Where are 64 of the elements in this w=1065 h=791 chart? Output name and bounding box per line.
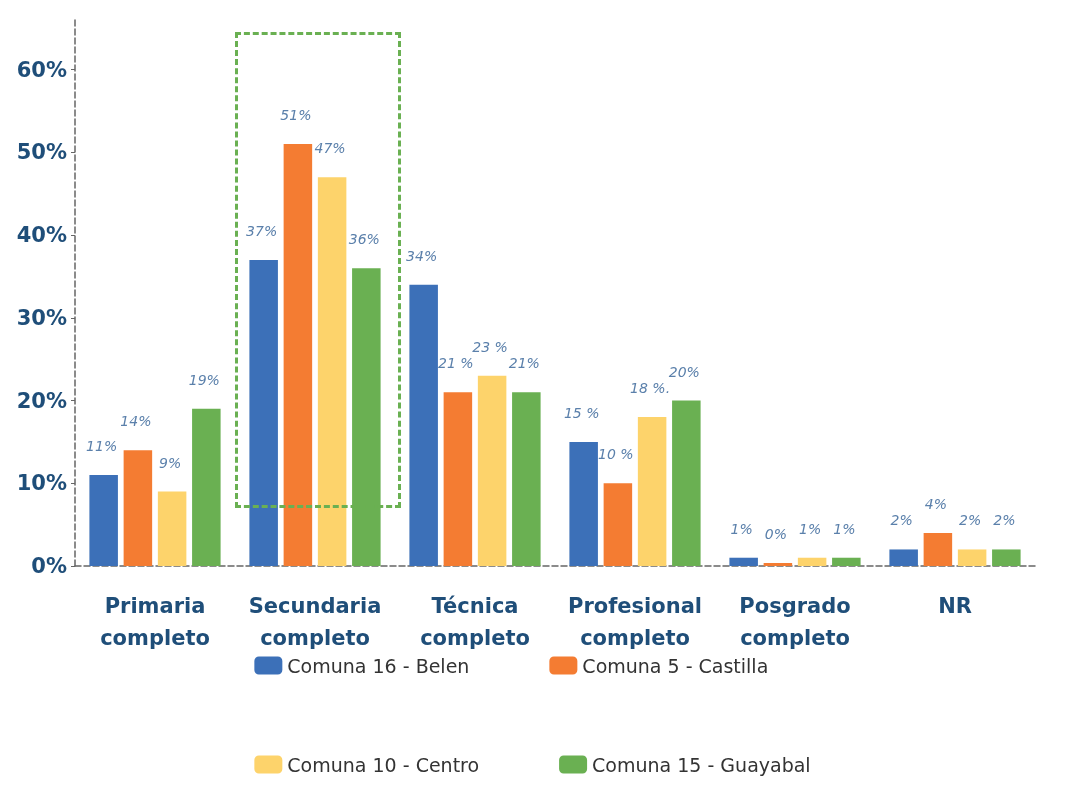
data-label: 36%: [348, 231, 380, 248]
data-label: 21%: [508, 355, 540, 372]
data-label: 18 %.: [630, 380, 671, 397]
x-tick-label: Secundaria completo: [248, 594, 382, 650]
x-tick-label: Profesional completo: [568, 594, 702, 650]
bar: [123, 450, 153, 566]
bar: [637, 417, 667, 566]
data-label: 47%: [314, 140, 346, 157]
y-tick-label: 20%: [16, 388, 67, 413]
x-tick-label: Primaria completo: [100, 594, 210, 650]
bar: [832, 557, 861, 566]
bar: [957, 549, 987, 566]
x-tick-label: Posgrado completo: [739, 594, 851, 650]
data-label: 51%: [280, 107, 312, 124]
bar: [603, 483, 633, 566]
bar: [672, 400, 701, 566]
y-tick-label: 10%: [16, 471, 67, 496]
bar: [283, 144, 313, 566]
data-label: 23 %: [472, 338, 508, 355]
data-label: 1%: [799, 520, 822, 537]
bar: [352, 268, 381, 566]
legend-label: Comuna 15 - Guayabal: [592, 753, 811, 776]
data-label: 4%: [924, 495, 947, 512]
y-tick-label: 0%: [31, 554, 67, 578]
data-label: 37%: [246, 222, 278, 239]
bar: [249, 259, 278, 566]
y-tick-label: 30%: [16, 305, 67, 330]
bar: [992, 549, 1021, 566]
bar: [317, 177, 347, 566]
legend-label: Comuna 10 - Centro: [287, 753, 480, 776]
data-label: 15 %: [563, 404, 600, 421]
bar: [477, 375, 507, 566]
bar: [923, 532, 953, 566]
bar: [797, 557, 827, 566]
data-label: 1%: [833, 520, 856, 537]
data-label: 19%: [188, 371, 220, 388]
data-label: 2%: [959, 512, 982, 529]
data-label: 2%: [890, 512, 913, 529]
data-label: 10 %: [598, 446, 634, 463]
data-label: 9%: [159, 454, 182, 471]
bar: [157, 491, 187, 566]
bar: [89, 475, 118, 566]
data-label: 21 %: [438, 355, 474, 372]
data-label: 11%: [86, 438, 118, 454]
data-label: 2%: [993, 512, 1016, 529]
y-tick-label: 60%: [16, 57, 67, 82]
x-tick-label: Técnica completo: [420, 594, 530, 650]
data-label: 1%: [730, 520, 753, 537]
y-tick-label: 50%: [16, 140, 67, 165]
y-tick-label: 40%: [16, 223, 67, 248]
data-label: 20%: [668, 363, 700, 380]
data-label: 14%: [120, 413, 152, 430]
bar: [512, 392, 541, 566]
x-tick-label: NR: [938, 594, 972, 618]
data-label: 0%: [764, 526, 787, 542]
data-label: 34%: [406, 247, 438, 264]
bar: [889, 549, 918, 566]
bar: [729, 557, 758, 566]
bar: [409, 284, 438, 566]
bar: [443, 392, 473, 566]
legend-label: Comuna 5 - Castilla: [582, 654, 769, 677]
bar: [192, 408, 221, 566]
bar: [569, 441, 598, 566]
legend-label: Comuna 16 - Belen: [287, 654, 470, 677]
